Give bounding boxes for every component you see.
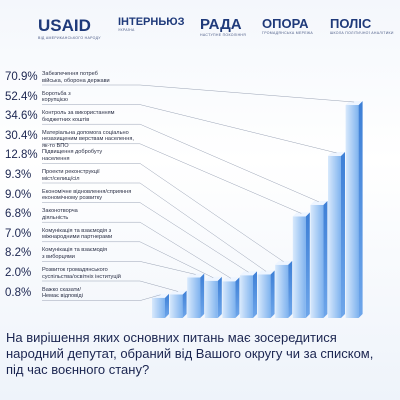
- category-label: Матеріальна допомога соціально незахищен…: [42, 129, 134, 149]
- leader-line: [42, 202, 249, 273]
- value-label: 30.4%: [5, 129, 38, 142]
- bar-top: [187, 273, 205, 278]
- bar: [310, 204, 324, 318]
- category-label: Проекти реконструкції міст/селищ/сіл: [42, 169, 100, 182]
- bar-top: [328, 151, 345, 156]
- logo-sub: ШКОЛА ПОЛІТИЧНОЇ АНАЛІТИКИ: [330, 31, 394, 35]
- leader-line: [42, 280, 179, 292]
- bar-top: [292, 212, 310, 217]
- leader-line: [42, 294, 161, 301]
- category-label: Законотворча діяльність: [42, 208, 78, 221]
- value-label: 2.0%: [5, 267, 32, 279]
- value-label: 12.8%: [5, 149, 38, 162]
- leader-line: [42, 261, 196, 275]
- logo-name: ОПОРА: [262, 16, 309, 31]
- logo: ОПОРА ГРОМАДЯНСЬКА МЕРЕЖА: [262, 16, 313, 35]
- leader-line: [42, 221, 232, 279]
- logo-name: РАДА: [200, 16, 242, 33]
- bar-side: [323, 200, 328, 318]
- bar-side: [253, 271, 257, 318]
- leader-line: [42, 123, 319, 203]
- bar-side: [165, 293, 169, 318]
- bar-side: [341, 151, 345, 318]
- bar-top: [345, 101, 363, 106]
- bar: [328, 155, 341, 318]
- logo-name: USAID: [38, 16, 91, 35]
- bar: [292, 216, 306, 318]
- category-label: Комунікація та взаємодія з міжнародними …: [42, 227, 113, 241]
- bar: [204, 280, 218, 318]
- bar: [222, 281, 236, 318]
- bar-side: [200, 273, 205, 318]
- value-label: 34.6%: [5, 110, 38, 123]
- value-label: 8.2%: [5, 247, 32, 260]
- category-label: Комунікація та взаємодія з виборцями: [42, 247, 108, 260]
- leader-line: [42, 241, 214, 278]
- category-label: Розвиток громадянського суспільства/осві…: [42, 267, 121, 280]
- bar: [187, 277, 201, 318]
- value-label: 9.0%: [5, 188, 32, 201]
- leader-line: [42, 182, 267, 272]
- logo-sub: ГРОМАДЯНСЬКА МЕРЕЖА: [262, 31, 314, 35]
- category-label: Забезпечення потреб війська, оборона дер…: [42, 71, 110, 84]
- leader-line: [42, 163, 284, 263]
- value-label: 52.4%: [5, 90, 38, 103]
- logo-sub: ВІД АМЕРИКАНСЬКОГО НАРОДУ: [38, 36, 101, 40]
- value-label: 70.9%: [5, 71, 38, 83]
- value-label: 9.3%: [5, 169, 32, 181]
- bar-top: [222, 277, 240, 282]
- category-label: Боротьба з корупцією: [42, 90, 71, 104]
- bar-side: [235, 277, 240, 318]
- value-label: 7.0%: [5, 227, 32, 240]
- bar-side: [305, 212, 310, 318]
- bar-side: [288, 260, 293, 318]
- bar: [152, 297, 165, 318]
- leader-line: [42, 143, 302, 214]
- bar: [169, 294, 183, 318]
- bar-top: [275, 260, 293, 265]
- bar-side: [358, 101, 363, 319]
- value-label: 0.8%: [5, 286, 32, 299]
- bar-top: [152, 293, 169, 298]
- category-label: Важко сказати/ Немає відповіді: [42, 286, 83, 300]
- bar-top: [204, 276, 222, 281]
- question: На вирішення яких основних питань має зо…: [6, 330, 374, 377]
- logo-sub: НАСТУПНЕ ПОКОЛІННЯ: [200, 33, 247, 37]
- logo-sub: УКРАЇНА: [118, 28, 135, 32]
- bar-top: [169, 290, 187, 295]
- bar-side: [182, 290, 187, 318]
- bar: [345, 105, 359, 319]
- leader-line: [42, 104, 337, 154]
- bar: [275, 264, 289, 318]
- bar: [240, 275, 253, 318]
- logo: ІНТЕРНЬЮЗ УКРАЇНА: [118, 16, 184, 32]
- bar: [257, 274, 271, 318]
- logo: ПОЛІС ШКОЛА ПОЛІТИЧНОЇ АНАЛІТИКИ: [330, 16, 394, 35]
- logo-name: ІНТЕРНЬЮЗ: [118, 16, 185, 28]
- bar-side: [270, 270, 275, 318]
- bar-side: [217, 276, 222, 318]
- logo: USAID ВІД АМЕРИКАНСЬКОГО НАРОДУ: [38, 16, 101, 40]
- bar-top: [257, 270, 275, 275]
- bar-top: [310, 200, 328, 205]
- bar-top: [240, 271, 257, 276]
- category-label: Підвищення добробуту населення: [42, 149, 103, 162]
- value-label: 6.8%: [5, 208, 32, 221]
- category-label: Контроль за використанням бюджетних кошт…: [42, 110, 115, 123]
- logo-name: ПОЛІС: [330, 16, 372, 31]
- category-label: Економічне відновлення/сприяння економіч…: [42, 188, 132, 202]
- logo: РАДА НАСТУПНЕ ПОКОЛІННЯ: [200, 16, 246, 37]
- leader-line: [42, 84, 355, 103]
